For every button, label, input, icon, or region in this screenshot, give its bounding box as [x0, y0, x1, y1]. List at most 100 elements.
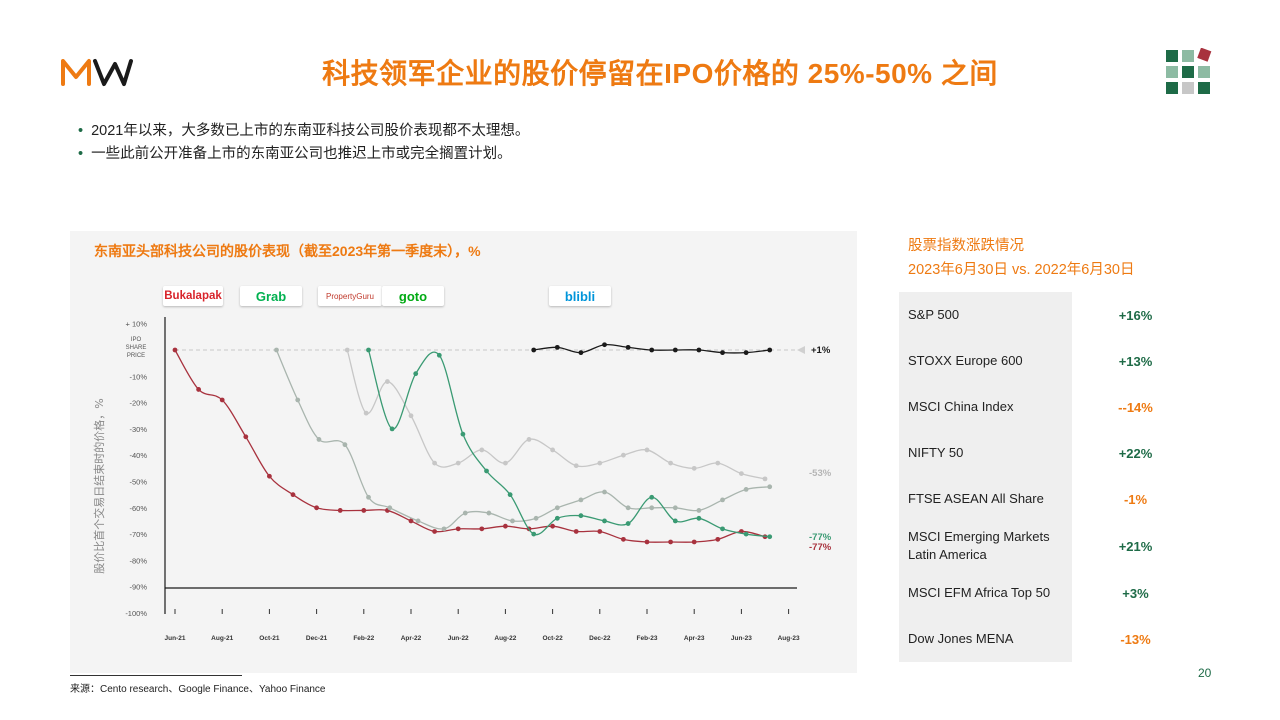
series-point — [550, 523, 555, 529]
series-point — [720, 350, 725, 356]
source-divider — [70, 675, 242, 676]
series-point — [696, 515, 702, 521]
index-panel-title-line2: 2023年6月30日 vs. 2022年6月30日 — [908, 262, 1135, 278]
index-name: S&P 500 — [908, 307, 960, 322]
x-tick-label: Dec-22 — [589, 635, 611, 642]
series-end-label: +1% — [811, 345, 831, 356]
series-point — [762, 476, 768, 482]
source-note: 来源：Cento research、Google Finance、Yahoo F… — [70, 684, 326, 695]
series-point — [743, 531, 749, 537]
series-point — [672, 505, 678, 511]
series-point — [344, 347, 350, 353]
series-point — [602, 342, 607, 348]
series-point — [337, 508, 343, 513]
series-point — [503, 523, 508, 529]
series-point — [455, 460, 461, 466]
series-point — [510, 518, 515, 524]
x-tick-label: Aug-22 — [494, 635, 516, 642]
brand-logo-grab: Grab — [240, 286, 302, 306]
series-point — [460, 431, 466, 437]
series-point — [720, 497, 725, 503]
brand-logo-goto: goto — [382, 286, 444, 306]
series-point — [554, 344, 560, 350]
series-point — [172, 347, 178, 353]
x-tick-label: Jun-22 — [448, 635, 469, 642]
index-row: Dow Jones MENA -13% — [899, 619, 1199, 659]
index-row: MSCI Emerging Markets Latin America +21% — [899, 526, 1199, 566]
series-point — [366, 347, 371, 353]
series-point — [767, 534, 773, 540]
series-point — [597, 529, 603, 534]
series-point — [507, 492, 513, 498]
index-row: S&P 500 +16% — [899, 295, 1199, 335]
y-tick-label: -10% — [129, 372, 147, 381]
brand-logo-blibli: blibli — [549, 286, 611, 306]
series-point — [649, 505, 655, 511]
x-tick-label: Oct-21 — [259, 635, 280, 642]
series-point — [644, 539, 650, 545]
index-change-value: +22% — [1118, 445, 1153, 461]
y-tick-label: -30% — [129, 425, 147, 434]
series-point — [739, 471, 744, 477]
series-point — [554, 505, 560, 511]
series-point — [625, 521, 631, 526]
y-tick-label: -90% — [129, 583, 147, 592]
series-point — [573, 529, 579, 534]
series-point — [602, 489, 607, 495]
mw-logo-icon — [61, 59, 133, 86]
bullet-item: 2021年以来，大多数已上市的东南亚科技公司股价表现都不太理想。 — [78, 120, 529, 143]
index-change-value: -13% — [1120, 631, 1151, 647]
x-tick-label: Jun-23 — [731, 635, 752, 642]
series-point — [625, 505, 631, 511]
index-name: MSCI Emerging Markets Latin America — [908, 529, 1050, 562]
series-point — [484, 468, 489, 474]
series-point — [715, 536, 721, 542]
series-point — [408, 518, 414, 524]
x-tick-label: Dec-21 — [306, 635, 328, 642]
ipo-reference-arrow — [797, 346, 805, 354]
series-point — [578, 497, 584, 503]
series-point — [455, 526, 461, 532]
series-point — [696, 347, 702, 353]
series-point — [366, 494, 371, 500]
series-point — [479, 447, 485, 453]
series-point — [219, 397, 225, 403]
index-name: MSCI EFM Africa Top 50 — [908, 585, 1051, 600]
series-point — [621, 452, 626, 458]
y-tick-label: -80% — [129, 556, 147, 565]
series-point — [363, 410, 369, 416]
index-row: MSCI EFM Africa Top 50 +3% — [899, 573, 1199, 613]
index-change-value: +3% — [1122, 585, 1149, 601]
index-panel-title-line1: 股票指数涨跌情况 — [908, 238, 1024, 254]
series-point — [672, 518, 678, 524]
series-point — [743, 486, 749, 492]
y-tick-label: -70% — [129, 530, 147, 539]
series-point — [413, 371, 419, 377]
y-tick-label: -40% — [129, 451, 147, 460]
index-row: NIFTY 50 +22% — [899, 433, 1199, 473]
y-tick-label: -20% — [129, 399, 147, 408]
series-point — [316, 437, 322, 442]
y-tick-label: + 10% — [126, 320, 148, 329]
series-point — [696, 508, 702, 513]
y-tick-label: -60% — [129, 504, 147, 513]
series-point — [462, 510, 468, 516]
series-point — [531, 531, 537, 537]
bullet-list: 2021年以来，大多数已上市的东南亚科技公司股价表现都不太理想。 一些此前公开准… — [78, 120, 529, 166]
series-point — [314, 505, 319, 511]
index-panel-title: 股票指数涨跌情况 2023年6月30日 vs. 2022年6月30日 — [908, 234, 1134, 282]
index-row: FTSE ASEAN All Share -1% — [899, 479, 1199, 519]
series-point — [767, 347, 773, 353]
series-point — [672, 347, 678, 353]
brand-logo-bukalapak: Bukalapak — [163, 286, 223, 306]
x-tick-label: Feb-23 — [637, 635, 658, 642]
index-change-value: +16% — [1118, 307, 1153, 323]
series-point — [295, 397, 301, 403]
x-tick-label: Aug-23 — [778, 635, 800, 642]
index-change-value: +21% — [1118, 538, 1153, 554]
series-point — [415, 518, 421, 524]
ipo-share-price-label: PRICE — [127, 353, 145, 359]
series-point — [503, 460, 508, 466]
index-name: STOXX Europe 600 — [908, 353, 1023, 368]
series-point — [389, 426, 395, 432]
